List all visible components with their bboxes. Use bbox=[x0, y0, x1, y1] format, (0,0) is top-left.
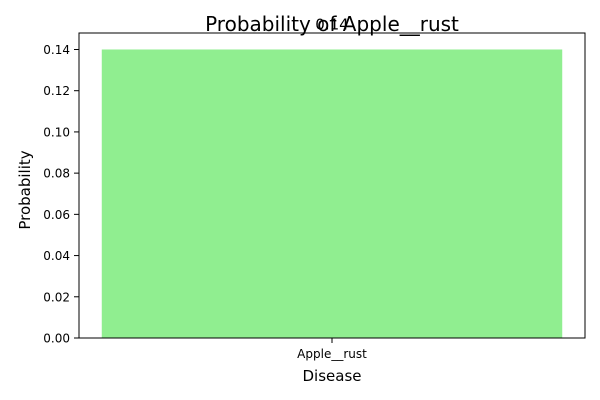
y-tick-label-7: 0.14 bbox=[43, 43, 70, 57]
y-tick-label-5: 0.10 bbox=[43, 125, 70, 139]
y-tick-label-2: 0.04 bbox=[43, 249, 70, 263]
y-tick-label-3: 0.06 bbox=[43, 208, 70, 222]
x-axis-label: Disease bbox=[303, 367, 362, 385]
y-tick-label-6: 0.12 bbox=[43, 84, 70, 98]
y-axis-label: Probability bbox=[16, 150, 34, 229]
data-label-0: 0.14 bbox=[315, 15, 348, 33]
x-tick-label-0: Apple__rust bbox=[297, 347, 367, 361]
plot-frame bbox=[78, 32, 586, 339]
bar-0 bbox=[101, 49, 563, 339]
y-tick-label-0: 0.00 bbox=[43, 332, 70, 346]
y-tick-label-4: 0.08 bbox=[43, 167, 70, 181]
y-tick-label-1: 0.02 bbox=[43, 290, 70, 304]
chart-title: Probability of Apple__rust bbox=[205, 12, 459, 36]
